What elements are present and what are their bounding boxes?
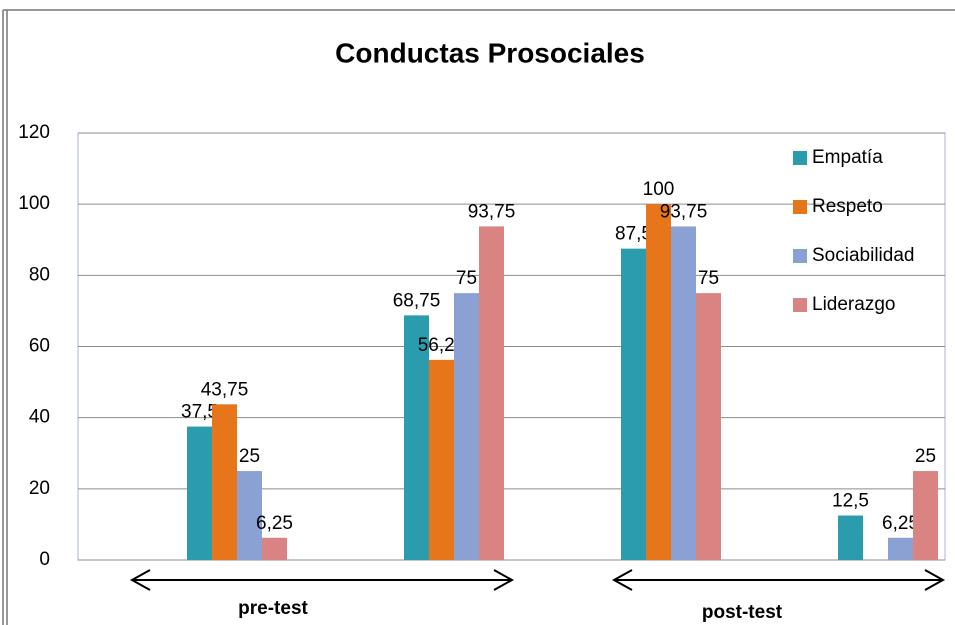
y-tick-label: 0 [39, 549, 50, 570]
value-label: 25 [915, 446, 936, 467]
bar [913, 471, 938, 560]
bar [429, 359, 454, 560]
value-label: 93,75 [660, 201, 708, 222]
y-tick-label: 100 [18, 193, 50, 214]
bar [237, 471, 262, 560]
legend-swatch [793, 151, 807, 165]
bar [187, 426, 212, 560]
y-tick-label: 120 [18, 122, 50, 143]
group-label: post-test [702, 602, 783, 623]
legend-label: Sociabilidad [812, 245, 914, 266]
arrows [129, 569, 946, 591]
bar [404, 315, 429, 560]
bar [262, 537, 287, 560]
value-label: 93,75 [468, 201, 516, 222]
value-label: 100 [643, 179, 675, 200]
bar [838, 515, 863, 560]
value-label: 12,5 [832, 491, 869, 512]
value-label: 37,5 [181, 402, 218, 423]
chart-title: Conductas Prosociales [335, 37, 645, 68]
y-tick-label: 80 [29, 264, 50, 285]
value-label: 56,25 [418, 335, 466, 356]
bar [212, 404, 237, 560]
y-tick-label: 20 [29, 478, 50, 499]
bar [888, 537, 913, 560]
legend-label: Liderazgo [812, 294, 895, 315]
legend-label: Empatía [812, 147, 883, 168]
legend-swatch [793, 249, 807, 263]
bar [454, 293, 479, 560]
bar [696, 293, 721, 560]
y-tick-label: 40 [29, 407, 50, 428]
value-label: 75 [698, 268, 719, 289]
bar [671, 226, 696, 560]
group-label: pre-test [238, 598, 308, 619]
value-label: 25 [239, 446, 260, 467]
value-label: 87,5 [615, 224, 652, 245]
legend-swatch [793, 200, 807, 214]
legend-swatch [793, 298, 807, 312]
value-label: 6,25 [882, 513, 919, 534]
value-label: 6,25 [256, 513, 293, 534]
value-label: 43,75 [201, 379, 249, 400]
bar [621, 248, 646, 561]
bar [646, 204, 671, 560]
y-tick-label: 60 [29, 336, 50, 357]
bar [479, 226, 504, 560]
value-label: 68,75 [393, 290, 441, 311]
value-label: 75 [456, 268, 477, 289]
legend-label: Respeto [812, 196, 883, 217]
